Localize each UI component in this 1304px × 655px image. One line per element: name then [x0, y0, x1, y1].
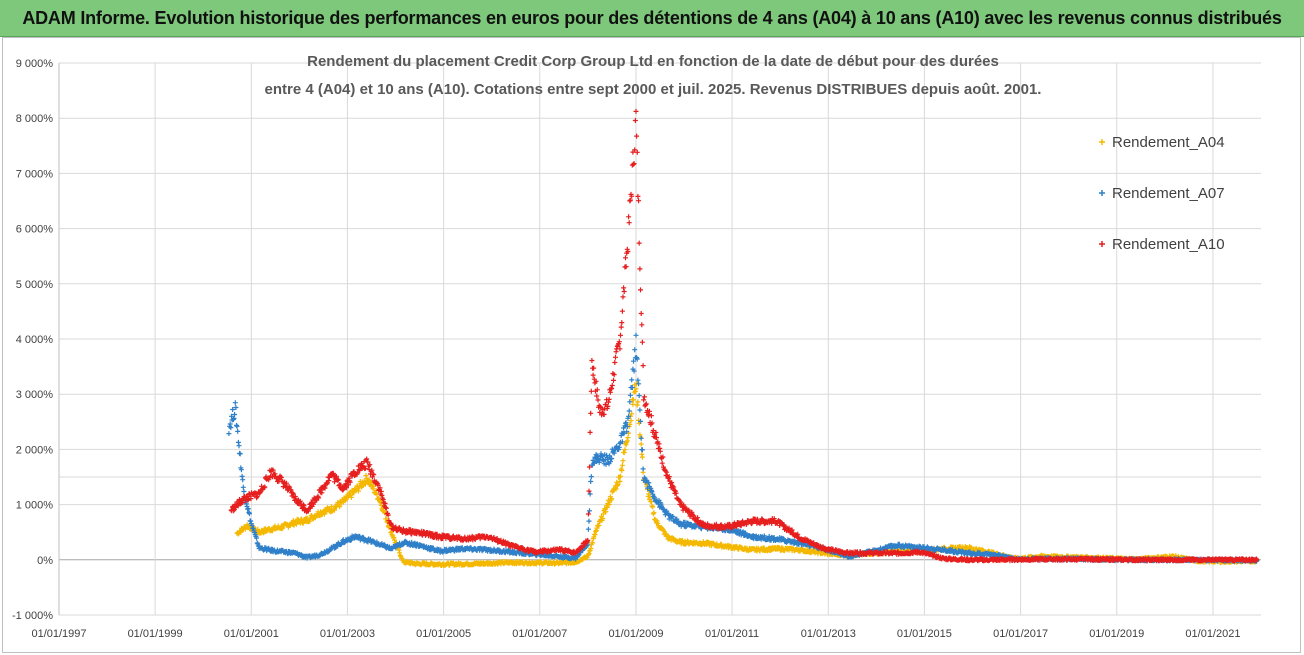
x-tick-label: 01/01/2019: [1089, 628, 1144, 640]
legend-label: Rendement_A07: [1112, 185, 1225, 202]
y-tick-label: 1 000%: [16, 500, 54, 512]
y-tick-label: 5 000%: [16, 279, 54, 291]
chart-title-line2: entre 4 (A04) et 10 ans (A10). Cotations…: [265, 81, 1042, 98]
x-tick-label: 01/01/2021: [1185, 628, 1240, 640]
x-tick-label: 01/01/1999: [128, 628, 183, 640]
legend-marker: [1099, 241, 1105, 247]
series-Rendement_A10: [228, 108, 1260, 564]
x-tick-label: 01/01/2005: [416, 628, 471, 640]
x-tick-label: 01/01/2003: [320, 628, 375, 640]
chart-title-line1: Rendement du placement Credit Corp Group…: [307, 53, 999, 70]
x-tick-label: 01/01/2011: [705, 628, 759, 640]
y-tick-label: 3 000%: [16, 389, 54, 401]
legend-label: Rendement_A04: [1112, 134, 1225, 151]
report-banner: ADAM Informe. Evolution historique des p…: [0, 0, 1304, 37]
legend-label: Rendement_A10: [1112, 236, 1225, 253]
y-tick-label: 8 000%: [16, 113, 54, 125]
series-Rendement_A04: [234, 381, 1260, 568]
scatter-chart: 9 000% 8 000% 7 000% 6 000% 5 000% 4 000% 3 00…: [12, 53, 1261, 640]
legend-marker: [1099, 139, 1105, 145]
x-tick-label: 01/01/2013: [801, 628, 856, 640]
y-tick-label: 2 000%: [16, 444, 54, 456]
x-tick-label: 01/01/2009: [608, 628, 663, 640]
x-tick-label: 01/01/2017: [993, 628, 1048, 640]
y-tick-label: 9 000%: [16, 58, 54, 70]
y-tick-label: 7 000%: [16, 168, 54, 180]
series-Rendement_A07: [226, 332, 1260, 564]
series-markers-Rendement_A10: [228, 108, 1260, 564]
x-tick-label: 01/01/2015: [897, 628, 952, 640]
chart-area: 9 000% 8 000% 7 000% 6 000% 5 000% 4 000% 3 00…: [2, 37, 1301, 653]
report-title: ADAM Informe. Evolution historique des p…: [22, 7, 1282, 28]
series-markers-Rendement_A07: [226, 332, 1260, 564]
series-markers-Rendement_A04: [234, 381, 1260, 568]
legend-marker: [1099, 190, 1105, 196]
y-tick-label: 4 000%: [16, 334, 54, 346]
x-tick-label: 01/01/1997: [31, 628, 86, 640]
x-tick-label: 01/01/2001: [224, 628, 279, 640]
y-tick-label: -1 000%: [12, 610, 53, 622]
x-tick-label: 01/01/2007: [512, 628, 567, 640]
y-tick-label: 6 000%: [16, 224, 54, 236]
y-tick-label: 0%: [37, 555, 53, 567]
